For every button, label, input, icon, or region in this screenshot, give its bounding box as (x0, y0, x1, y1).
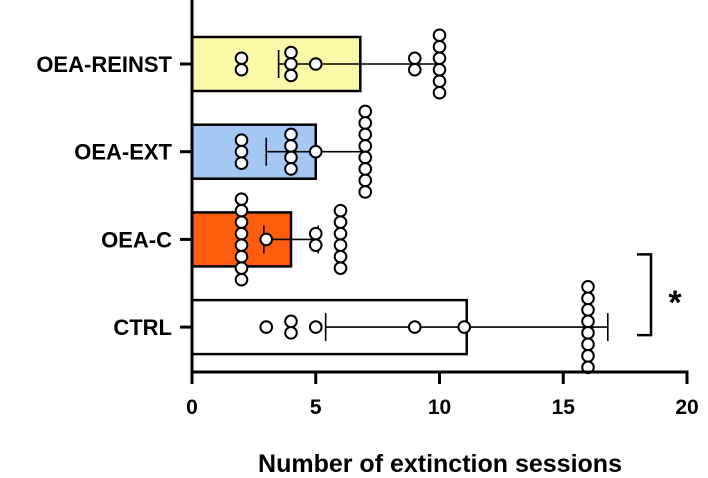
data-point (284, 314, 298, 329)
data-point (333, 226, 348, 241)
data-point (581, 337, 595, 352)
x-tick-label: 0 (186, 396, 198, 419)
data-point (333, 261, 348, 275)
category-label-oea-c: OEA-C (101, 227, 172, 252)
data-point (284, 162, 298, 176)
data-point (432, 85, 447, 100)
data-point (432, 28, 447, 43)
data-point (581, 314, 595, 329)
data-point (407, 320, 422, 334)
data-point (284, 68, 298, 83)
data-point (358, 162, 373, 176)
data-point (457, 320, 472, 334)
data-point (234, 62, 249, 77)
data-point (358, 185, 373, 199)
data-point (308, 320, 323, 334)
data-point (358, 116, 373, 130)
significance-bracket (637, 253, 653, 337)
data-point (234, 156, 249, 170)
data-point (284, 45, 298, 60)
data-point (432, 62, 447, 77)
data-point (432, 74, 447, 89)
data-point (358, 104, 373, 119)
data-point (234, 203, 249, 218)
data-point (234, 133, 249, 147)
category-label-oea-ext: OEA-EXT (74, 140, 172, 165)
data-point (234, 192, 249, 206)
data-point (308, 238, 323, 252)
category-label-ctrl: CTRL (113, 315, 172, 340)
points-layer (234, 28, 595, 375)
data-point (333, 238, 348, 252)
data-point (581, 326, 595, 340)
data-point (407, 62, 422, 77)
x-tick-label: 20 (675, 396, 698, 419)
significance-star: * (668, 284, 682, 322)
bars-layer (190, 35, 468, 356)
data-point (284, 326, 298, 340)
x-tick-label: 10 (428, 396, 451, 419)
data-point (581, 280, 595, 294)
data-point (234, 215, 249, 229)
data-point (581, 303, 595, 317)
category-label-oea-reinst: OEA-REINST (36, 52, 172, 77)
data-point (234, 51, 249, 66)
data-point (259, 232, 274, 247)
axes-layer (180, 0, 689, 384)
data-point (308, 144, 323, 159)
data-point (284, 127, 298, 142)
data-point (234, 238, 249, 252)
labels-layer: OEA-REINST OEA-EXT OEA-C CTRL 0 5 10 15 20 * (36, 52, 698, 419)
data-point (333, 249, 348, 264)
data-point (407, 51, 422, 66)
data-point (333, 215, 348, 229)
data-point (581, 291, 595, 306)
data-point (308, 226, 323, 241)
data-point (358, 173, 373, 188)
data-point (358, 127, 373, 142)
data-point (432, 51, 447, 66)
x-axis-title: Number of extinction sessions (258, 450, 622, 478)
data-point (284, 57, 298, 71)
data-point (234, 249, 249, 264)
data-point (333, 203, 348, 218)
data-point (358, 139, 373, 153)
data-point (259, 320, 274, 334)
data-point (432, 39, 447, 54)
data-point (581, 349, 595, 363)
data-point (234, 144, 249, 159)
data-point (284, 150, 298, 165)
data-point (234, 226, 249, 241)
data-point (308, 57, 323, 71)
data-point (234, 261, 249, 275)
data-point (358, 150, 373, 165)
data-point (284, 139, 298, 153)
x-tick-label: 15 (552, 396, 576, 419)
data-point (234, 272, 249, 287)
x-tick-label: 5 (310, 396, 322, 419)
